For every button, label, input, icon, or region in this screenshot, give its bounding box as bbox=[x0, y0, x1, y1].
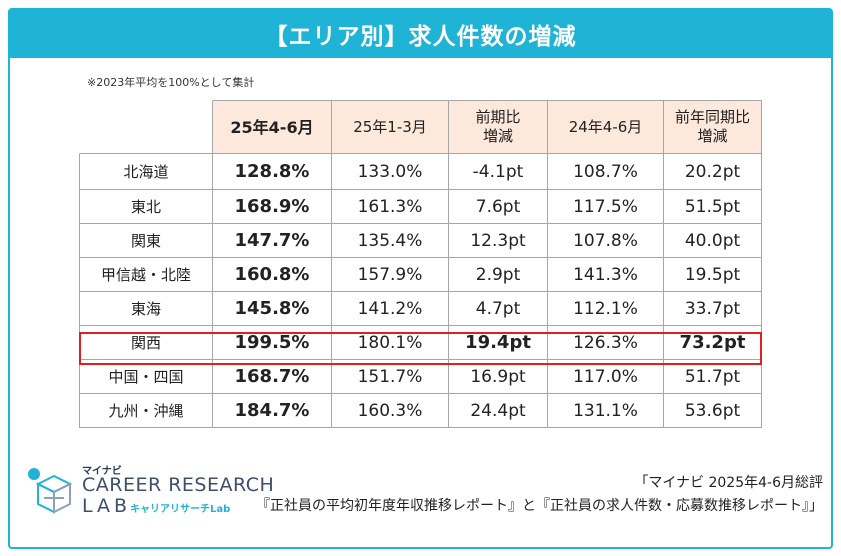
note-text: ※2023年平均を100%として集計 bbox=[87, 76, 255, 89]
table-row: 甲信越・北陸 160.8% 157.9% 2.9pt 141.3% 19.5pt bbox=[79, 258, 762, 292]
column-header: 前期比 増減 bbox=[449, 100, 548, 154]
table-cell: 33.7pt bbox=[664, 292, 762, 326]
table-row: 関西 199.5% 180.1% 19.4pt 126.3% 73.2pt bbox=[79, 326, 762, 360]
table-cell: 20.2pt bbox=[664, 154, 762, 190]
table-cell: 157.9% bbox=[332, 258, 449, 292]
header-corner bbox=[79, 100, 213, 154]
table-cell: 135.4% bbox=[332, 224, 449, 258]
region-label: 関西 bbox=[79, 326, 213, 360]
column-header: 25年1-3月 bbox=[332, 100, 449, 154]
table-cell: 160.3% bbox=[332, 394, 449, 428]
table-cell: 107.8% bbox=[548, 224, 664, 258]
table-row: 東北 168.9% 161.3% 7.6pt 117.5% 51.5pt bbox=[79, 190, 762, 224]
table-cell: 168.9% bbox=[213, 190, 332, 224]
table-cell: 112.1% bbox=[548, 292, 664, 326]
region-label: 九州・沖縄 bbox=[79, 394, 213, 428]
region-label: 北海道 bbox=[79, 154, 213, 190]
table-row: 関東 147.7% 135.4% 12.3pt 107.8% 40.0pt bbox=[79, 224, 762, 258]
logo-small-text: マイナビ bbox=[82, 466, 122, 477]
chart-title: 【エリア別】求人件数の増減 bbox=[10, 10, 831, 58]
table-row: 東海 145.8% 141.2% 4.7pt 112.1% 33.7pt bbox=[79, 292, 762, 326]
table-cell: 161.3% bbox=[332, 190, 449, 224]
table-cell: 180.1% bbox=[332, 326, 449, 360]
table-cell: 199.5% bbox=[213, 326, 332, 360]
table-cell: -4.1pt bbox=[449, 154, 548, 190]
table-cell: 147.7% bbox=[213, 224, 332, 258]
region-label: 東北 bbox=[79, 190, 213, 224]
table-row: 中国・四国 168.7% 151.7% 16.9pt 117.0% 51.7pt bbox=[79, 360, 762, 394]
table-cell: 2.9pt bbox=[449, 258, 548, 292]
table-cell: 53.6pt bbox=[664, 394, 762, 428]
table-cell: 12.3pt bbox=[449, 224, 548, 258]
table-cell: 128.8% bbox=[213, 154, 332, 190]
table-cell: 16.9pt bbox=[449, 360, 548, 394]
table-cell: 40.0pt bbox=[664, 224, 762, 258]
table-cell: 108.7% bbox=[548, 154, 664, 190]
table-cell: 19.4pt bbox=[449, 326, 548, 360]
source-line2: 『正社員の平均初年度年収推移レポート』と『正社員の求人件数・応募数推移レポート』… bbox=[256, 498, 823, 514]
region-label: 東海 bbox=[79, 292, 213, 326]
table-cell: 145.8% bbox=[213, 292, 332, 326]
table-cell: 4.7pt bbox=[449, 292, 548, 326]
table-cell: 184.7% bbox=[213, 394, 332, 428]
table-cell: 51.7pt bbox=[664, 360, 762, 394]
source-line1: 「マイナビ 2025年4-6月総評 bbox=[634, 475, 823, 491]
table-cell: 7.6pt bbox=[449, 190, 548, 224]
table-cell: 151.7% bbox=[332, 360, 449, 394]
table-cell: 117.5% bbox=[548, 190, 664, 224]
table-cell: 160.8% bbox=[213, 258, 332, 292]
logo-line2: LAB bbox=[82, 495, 132, 517]
table-cell: 24.4pt bbox=[449, 394, 548, 428]
table-cell: 51.5pt bbox=[664, 190, 762, 224]
column-header: 24年4-6月 bbox=[548, 100, 664, 154]
table-cell: 131.1% bbox=[548, 394, 664, 428]
region-label: 甲信越・北陸 bbox=[79, 258, 213, 292]
table-cell: 117.0% bbox=[548, 360, 664, 394]
table-row: 北海道 128.8% 133.0% -4.1pt 108.7% 20.2pt bbox=[79, 154, 762, 190]
region-label: 中国・四国 bbox=[79, 360, 213, 394]
data-table: 25年4-6月 25年1-3月 前期比 増減 24年4-6月 前年同期比 増減 北海道 128.… bbox=[79, 100, 762, 428]
column-header: 前年同期比 増減 bbox=[664, 100, 762, 154]
table-cell: 133.0% bbox=[332, 154, 449, 190]
table-cell: 73.2pt bbox=[664, 326, 762, 360]
logo-sub: キャリアリサーチLab bbox=[130, 504, 231, 515]
cube-logo-icon bbox=[28, 468, 73, 514]
region-label: 関東 bbox=[79, 224, 213, 258]
column-header: 25年4-6月 bbox=[213, 100, 332, 154]
table-cell: 168.7% bbox=[213, 360, 332, 394]
logo-line1: CAREER RESEARCH bbox=[82, 474, 275, 496]
table-row: 九州・沖縄 184.7% 160.3% 24.4pt 131.1% 53.6pt bbox=[79, 394, 762, 428]
frame: 【エリア別】求人件数の増減 bbox=[8, 8, 833, 549]
table-cell: 19.5pt bbox=[664, 258, 762, 292]
table-cell: 126.3% bbox=[548, 326, 664, 360]
table-cell: 141.2% bbox=[332, 292, 449, 326]
table-cell: 141.3% bbox=[548, 258, 664, 292]
